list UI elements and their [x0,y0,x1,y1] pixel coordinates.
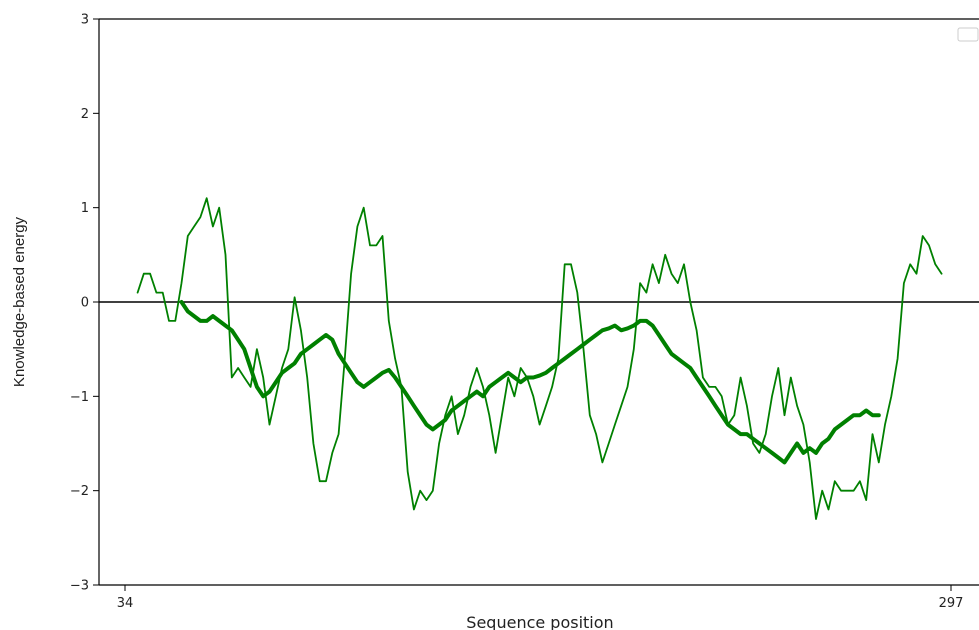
y-tick-label: 2 [81,107,89,122]
x-axis-label: Sequence position [466,613,613,630]
x-tick-label: 297 [939,596,964,611]
y-tick-label: −1 [70,390,89,405]
legend-box [957,27,979,42]
smoothed-energy-line [179,300,881,465]
raw-energy-line [136,197,943,520]
y-tick-label: −2 [70,484,89,499]
series-layer [136,197,943,520]
y-axis-label: Knowledge-based energy [11,216,28,387]
y-tick-label: 1 [81,201,89,216]
x-tick-label: 34 [117,596,134,611]
y-tick-label: 0 [81,296,89,311]
y-tick-label: 3 [81,13,89,28]
x-axis-ticks: 34 297 [117,585,964,611]
y-axis-ticks: −3 −2 −1 0 1 2 3 [70,13,99,594]
y-tick-label: −3 [70,579,89,594]
